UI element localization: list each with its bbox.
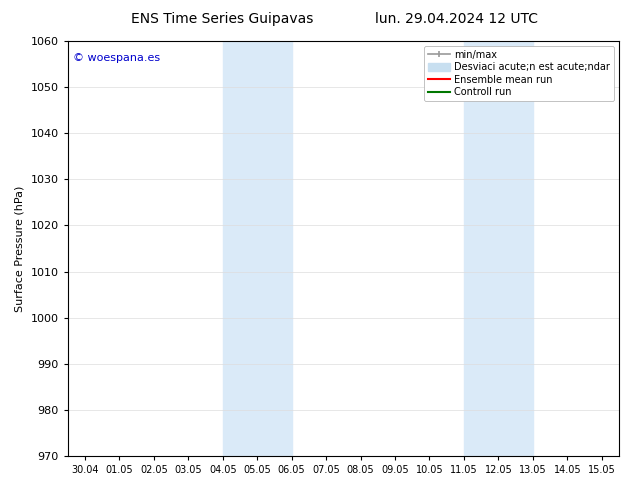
Bar: [257, 41, 292, 456]
Bar: [498, 41, 533, 456]
Text: © woespana.es: © woespana.es: [73, 53, 160, 64]
Bar: [223, 41, 257, 456]
Bar: [464, 41, 498, 456]
Y-axis label: Surface Pressure (hPa): Surface Pressure (hPa): [15, 185, 25, 312]
Legend: min/max, Desviaci acute;n est acute;ndar, Ensemble mean run, Controll run: min/max, Desviaci acute;n est acute;ndar…: [424, 46, 614, 101]
Text: lun. 29.04.2024 12 UTC: lun. 29.04.2024 12 UTC: [375, 12, 538, 26]
Text: ENS Time Series Guipavas: ENS Time Series Guipavas: [131, 12, 313, 26]
